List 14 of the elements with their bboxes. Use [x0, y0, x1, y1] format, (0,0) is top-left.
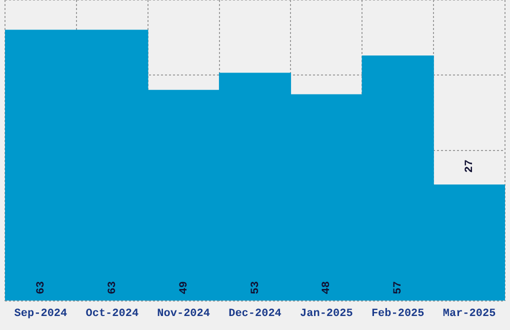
x-tick-label: Dec-2024 [228, 308, 282, 320]
x-tick-label: Jan-2025 [300, 308, 354, 320]
data-label: 27 [464, 160, 476, 173]
x-tick-label: Nov-2024 [157, 308, 210, 320]
data-label: 48 [321, 280, 334, 294]
x-tick-label: Sep-2024 [14, 308, 68, 320]
x-tick-label: Feb-2025 [371, 308, 425, 320]
x-tick-label: Oct-2024 [86, 308, 139, 320]
data-label: 63 [35, 280, 48, 294]
data-label: 53 [250, 280, 262, 294]
data-label: 49 [178, 281, 190, 294]
x-tick-label: Mar-2025 [442, 308, 496, 320]
data-label: 63 [106, 280, 119, 294]
data-label: 57 [392, 281, 405, 294]
